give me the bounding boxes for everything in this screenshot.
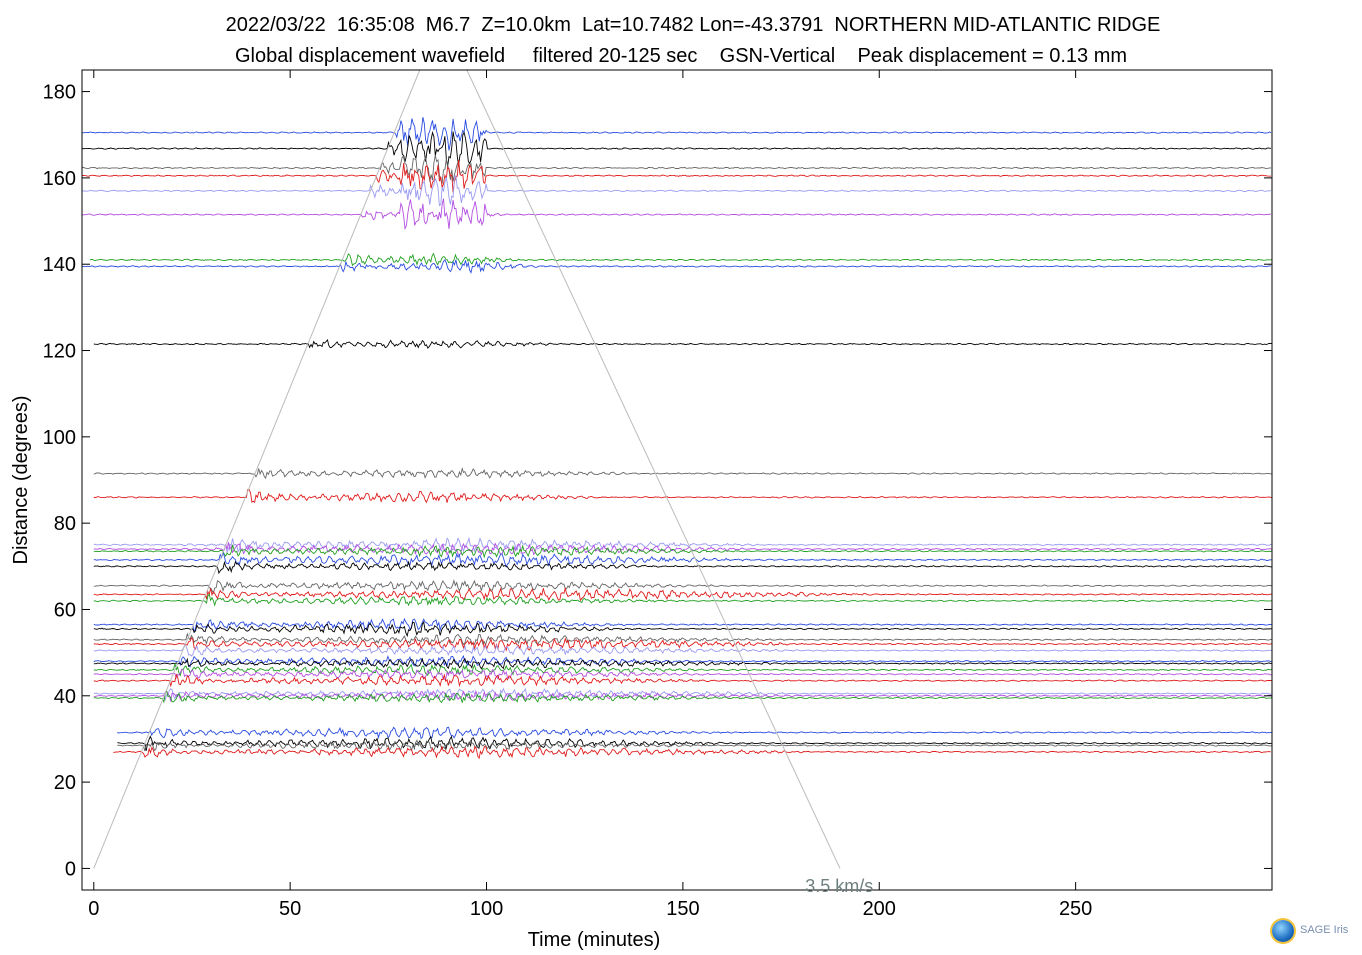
seismic-trace (81, 159, 1272, 193)
seismic-trace (113, 745, 1271, 760)
x-tick-label: 150 (666, 898, 699, 920)
seismic-trace (117, 726, 1272, 740)
y-tick-label: 0 (65, 858, 76, 880)
seismic-trace (81, 198, 1271, 231)
seismic-trace (117, 735, 1272, 751)
y-tick-label: 180 (43, 82, 76, 104)
y-tick-label: 120 (43, 341, 76, 363)
y-tick-label: 60 (54, 599, 76, 621)
seismic-trace (93, 536, 1272, 555)
seismic-trace (81, 130, 1272, 167)
seismic-trace (93, 668, 1272, 680)
traces-layer (81, 117, 1273, 760)
reference-lines (93, 69, 841, 869)
seismic-trace (93, 687, 1272, 702)
y-tick-label: 80 (54, 513, 76, 535)
x-tick-label: 0 (88, 898, 99, 920)
x-tick-label: 250 (1059, 898, 1092, 920)
y-axis-label: Distance (degrees) (10, 396, 32, 565)
seismic-trace (93, 689, 1272, 704)
seismic-trace (89, 252, 1272, 267)
x-tick-label: 50 (279, 898, 301, 920)
y-tick-label: 40 (54, 686, 76, 708)
seismic-trace (93, 632, 1272, 647)
sage-iris-logo: SAGE Iris (1270, 918, 1358, 948)
x-axis-label: Time (minutes) (528, 929, 661, 951)
seismic-trace (93, 466, 1272, 480)
velocity-reference-line (466, 69, 841, 869)
seismic-trace (93, 657, 1272, 670)
velocity-annotation: 3.5 km/s (805, 876, 873, 896)
x-tick-label: 100 (470, 898, 503, 920)
y-tick-label: 140 (43, 254, 76, 276)
seismic-trace (93, 636, 1272, 652)
logo-brand: SAGE Iris (1300, 924, 1349, 936)
y-tick-label: 20 (54, 772, 76, 794)
chart-title-line-1: 2022/03/22 16:35:08 M6.7 Z=10.0km Lat=10… (225, 14, 1161, 36)
plot-frame (81, 69, 1273, 891)
seismic-trace (82, 174, 1272, 207)
seismic-trace (93, 620, 1272, 638)
seismic-trace (93, 544, 1273, 559)
y-tick-label: 160 (43, 168, 76, 190)
axes-layer: 0 50 100 150 200 250 0 20 40 60 80 100 120 140 160 180 (43, 70, 1272, 920)
seismic-trace (93, 643, 1272, 657)
seismic-trace (117, 738, 1273, 752)
seismic-trace (93, 673, 1272, 688)
velocity-reference-line (93, 69, 421, 869)
seismic-trace (93, 654, 1272, 668)
seismic-trace (93, 663, 1272, 677)
globe-icon (1272, 920, 1294, 942)
y-tick-label: 100 (43, 427, 76, 449)
chart-title-line-2: Global displacement wavefield filtered 2… (234, 45, 1128, 67)
seismic-trace (81, 155, 1271, 184)
seismic-trace (93, 617, 1272, 634)
seismic-trace (93, 578, 1272, 595)
seismic-trace (81, 259, 1272, 274)
seismic-trace (93, 586, 1272, 602)
seismic-trace (93, 560, 1272, 575)
x-tick-label: 200 (863, 898, 896, 920)
seismic-trace (93, 489, 1272, 504)
seismic-trace (93, 338, 1272, 349)
seismic-trace (93, 593, 1272, 607)
seismic-trace (93, 550, 1272, 568)
seismic-trace (82, 117, 1272, 151)
